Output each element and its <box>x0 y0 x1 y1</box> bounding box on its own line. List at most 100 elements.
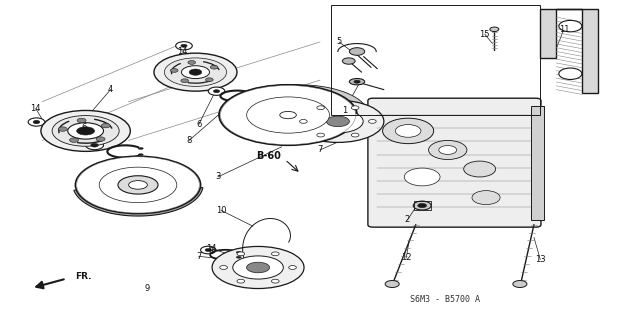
Ellipse shape <box>118 176 158 194</box>
Bar <box>332 5 540 115</box>
Text: 5: 5 <box>337 38 342 47</box>
Text: 14: 14 <box>206 244 217 253</box>
Ellipse shape <box>70 138 79 142</box>
Ellipse shape <box>464 161 495 177</box>
Text: B-60: B-60 <box>257 151 282 161</box>
Ellipse shape <box>208 87 225 95</box>
Ellipse shape <box>292 100 384 142</box>
Polygon shape <box>219 85 369 120</box>
Ellipse shape <box>300 120 307 123</box>
Ellipse shape <box>234 88 355 142</box>
Ellipse shape <box>181 79 189 83</box>
Text: 6: 6 <box>196 120 202 129</box>
Ellipse shape <box>230 89 346 141</box>
Ellipse shape <box>96 137 105 141</box>
Ellipse shape <box>418 203 427 208</box>
Ellipse shape <box>239 93 337 137</box>
Ellipse shape <box>212 247 304 288</box>
Ellipse shape <box>354 80 360 83</box>
Text: 8: 8 <box>186 136 192 145</box>
Ellipse shape <box>271 279 279 283</box>
Ellipse shape <box>181 66 209 78</box>
Ellipse shape <box>472 191 500 204</box>
Ellipse shape <box>429 140 467 160</box>
Ellipse shape <box>220 85 356 145</box>
Ellipse shape <box>164 58 227 86</box>
Ellipse shape <box>225 87 351 143</box>
Ellipse shape <box>249 92 254 94</box>
Ellipse shape <box>396 124 421 137</box>
Ellipse shape <box>99 167 177 203</box>
Ellipse shape <box>180 44 187 48</box>
Ellipse shape <box>237 279 244 283</box>
Ellipse shape <box>349 48 365 55</box>
Ellipse shape <box>213 90 220 93</box>
Ellipse shape <box>86 161 190 209</box>
Ellipse shape <box>349 78 365 85</box>
Ellipse shape <box>91 163 185 206</box>
Ellipse shape <box>233 256 284 279</box>
Ellipse shape <box>77 157 199 213</box>
Text: 10: 10 <box>216 206 227 215</box>
Ellipse shape <box>200 246 216 254</box>
Ellipse shape <box>513 280 527 287</box>
Ellipse shape <box>101 123 110 128</box>
Ellipse shape <box>91 143 99 147</box>
Ellipse shape <box>385 280 399 287</box>
Ellipse shape <box>58 127 67 131</box>
Ellipse shape <box>138 154 143 156</box>
Ellipse shape <box>342 58 355 64</box>
Ellipse shape <box>86 141 104 150</box>
Ellipse shape <box>413 201 431 210</box>
Ellipse shape <box>404 168 440 186</box>
Ellipse shape <box>280 111 296 119</box>
Ellipse shape <box>243 95 333 135</box>
Ellipse shape <box>383 118 434 144</box>
Ellipse shape <box>289 266 296 269</box>
Polygon shape <box>74 187 203 216</box>
Ellipse shape <box>262 104 314 127</box>
Ellipse shape <box>351 133 359 137</box>
Ellipse shape <box>211 65 218 69</box>
Ellipse shape <box>205 78 213 82</box>
Ellipse shape <box>351 106 359 110</box>
Ellipse shape <box>269 107 307 123</box>
Ellipse shape <box>33 121 40 123</box>
Ellipse shape <box>271 252 279 256</box>
Text: 13: 13 <box>535 255 546 264</box>
FancyBboxPatch shape <box>368 98 541 227</box>
Ellipse shape <box>248 98 328 132</box>
Ellipse shape <box>559 68 582 79</box>
Text: 14: 14 <box>31 104 41 113</box>
Ellipse shape <box>236 256 241 258</box>
Bar <box>414 201 431 210</box>
Ellipse shape <box>490 27 499 32</box>
Text: 15: 15 <box>479 30 490 39</box>
FancyArrowPatch shape <box>36 279 64 288</box>
Ellipse shape <box>317 133 324 137</box>
Text: 3: 3 <box>215 173 221 182</box>
FancyBboxPatch shape <box>531 106 543 220</box>
Ellipse shape <box>326 116 349 127</box>
Ellipse shape <box>110 172 166 198</box>
Ellipse shape <box>154 53 237 91</box>
Text: S6M3 - B5700 A: S6M3 - B5700 A <box>410 295 479 304</box>
Ellipse shape <box>76 156 200 213</box>
Ellipse shape <box>189 69 202 75</box>
Ellipse shape <box>28 118 45 126</box>
Ellipse shape <box>138 147 143 149</box>
Ellipse shape <box>219 85 357 145</box>
Ellipse shape <box>188 61 196 64</box>
Text: 4: 4 <box>108 85 113 94</box>
Ellipse shape <box>246 262 269 273</box>
Text: 14: 14 <box>177 47 188 56</box>
Text: 8: 8 <box>209 247 214 256</box>
Ellipse shape <box>129 181 147 189</box>
Ellipse shape <box>237 252 244 256</box>
Text: 7: 7 <box>196 252 202 261</box>
Ellipse shape <box>68 123 104 139</box>
Ellipse shape <box>81 159 195 211</box>
Ellipse shape <box>559 20 582 32</box>
Ellipse shape <box>95 166 180 204</box>
Ellipse shape <box>170 69 178 72</box>
